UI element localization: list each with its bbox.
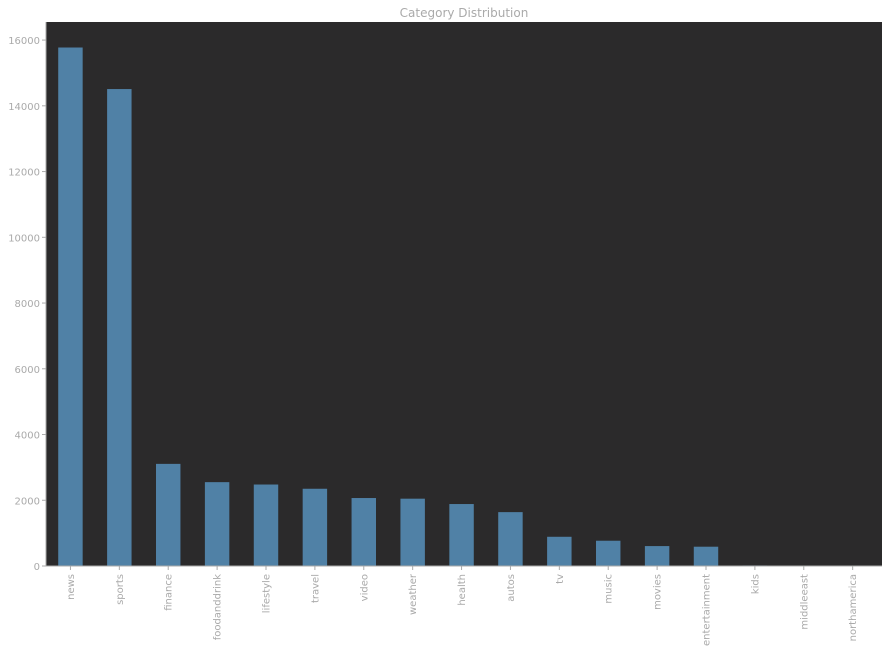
bar-sports: [107, 89, 131, 566]
bar-tv: [547, 537, 571, 566]
bar-video: [352, 498, 376, 566]
chart-title: Category Distribution: [400, 6, 529, 20]
bar-movies: [645, 546, 669, 566]
bar-news: [58, 48, 82, 566]
y-tick-label: 0: [34, 562, 40, 573]
y-tick-label: 16000: [8, 36, 40, 47]
y-axis: 0 2000 4000 6000 8000 10000 12000 14000 16000: [8, 36, 46, 573]
y-tick-label: 6000: [15, 365, 40, 376]
x-tick-label: news: [66, 574, 77, 600]
x-tick-label: finance: [164, 574, 175, 611]
x-tick-label: health: [457, 574, 468, 606]
x-tick-label: entertainment: [702, 574, 713, 646]
x-tick-label: sports: [115, 574, 126, 605]
x-tick-label: kids: [750, 574, 761, 594]
y-tick-label: 14000: [8, 102, 40, 113]
x-axis: news sports finance foodanddrink lifestyle tr…: [66, 566, 859, 646]
x-tick-label: video: [359, 574, 370, 601]
x-tick-label: autos: [506, 574, 517, 602]
x-tick-label: weather: [408, 573, 419, 615]
x-tick-label: northamerica: [848, 574, 859, 641]
x-tick-label: movies: [653, 574, 664, 610]
bar-weather: [400, 499, 424, 566]
y-tick-label: 4000: [15, 431, 40, 442]
bar-travel: [303, 489, 327, 566]
y-tick-label: 10000: [8, 233, 40, 244]
x-tick-label: middleeast: [799, 574, 810, 630]
bar-health: [449, 504, 473, 566]
bar-autos: [498, 512, 522, 566]
x-tick-label: lifestyle: [262, 574, 273, 613]
x-tick-label: tv: [555, 574, 566, 584]
bar-entertainment: [694, 547, 718, 566]
bar-foodanddrink: [205, 482, 229, 566]
bar-music: [596, 541, 620, 566]
bar-finance: [156, 464, 180, 566]
x-tick-label: travel: [310, 574, 321, 603]
y-tick-label: 8000: [15, 299, 40, 310]
x-tick-label: foodanddrink: [213, 574, 224, 640]
x-tick-label: music: [604, 574, 615, 604]
bar-lifestyle: [254, 485, 278, 566]
y-tick-label: 12000: [8, 168, 40, 179]
y-tick-label: 2000: [15, 496, 40, 507]
